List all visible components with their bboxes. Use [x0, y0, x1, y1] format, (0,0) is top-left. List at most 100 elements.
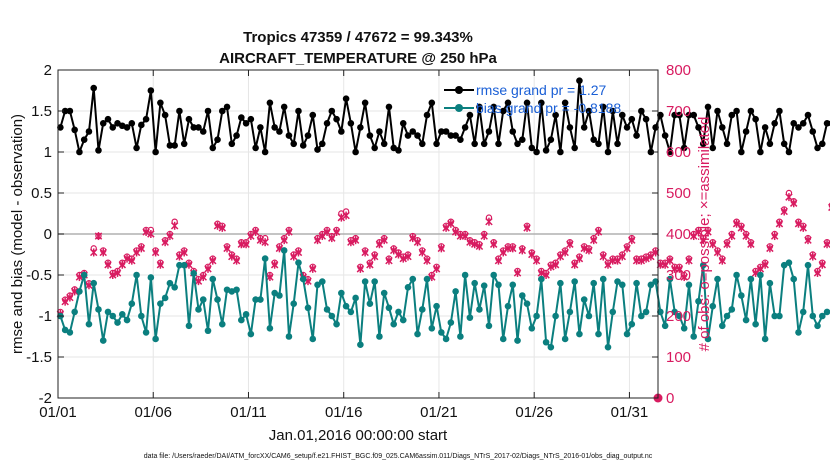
rmse-point: [790, 120, 798, 127]
bias-point: [109, 312, 117, 320]
obs-assimilated-point: [99, 248, 107, 257]
bias-point: [133, 271, 140, 279]
obs-assimilated-point: [642, 254, 650, 263]
obs-assimilated-point: [256, 236, 265, 245]
bias-point: [238, 316, 245, 324]
y-axis-right-label: # of obs: o=possible; ×=assimilated: [696, 117, 713, 352]
x-tick-label: 01/26: [515, 404, 553, 421]
obs-assimilated-point: [342, 211, 350, 220]
rmse-point: [323, 120, 331, 127]
bias-point: [76, 288, 83, 295]
chart-title-line2: AIRCRAFT_TEMPERATURE @ 250 hPa: [219, 50, 497, 67]
obs-assimilated-point: [385, 256, 393, 265]
rmse-point: [604, 148, 612, 156]
rmse-point: [85, 128, 93, 135]
obs-assimilated-point: [513, 268, 522, 277]
obs-assimilated-point: [761, 260, 769, 269]
rmse-point: [657, 111, 664, 119]
obs-assimilated-point: [242, 240, 250, 249]
bias-point: [404, 284, 412, 291]
bias-point: [252, 296, 259, 303]
rmse-point: [633, 132, 640, 139]
y-axis-right-ticks: 0 100 200 300 400 500 600 700 800: [652, 62, 691, 407]
rmse-point: [628, 115, 636, 123]
rmse-point: [438, 128, 445, 135]
bias-point: [823, 308, 830, 316]
rmse-point: [271, 124, 278, 131]
rmse-point: [318, 140, 326, 148]
bias-point: [261, 255, 269, 262]
obs-assimilated-point: [518, 246, 527, 255]
legend-bias-label: bias grand pr = -0.8188: [476, 100, 621, 116]
obs-assimilated-point: [399, 254, 407, 263]
bias-point: [161, 294, 169, 302]
rmse-point: [495, 140, 502, 148]
bias-point: [585, 312, 593, 320]
bias-point: [142, 329, 150, 336]
rmse-point: [823, 120, 830, 127]
bias-point: [695, 297, 702, 305]
bias-point: [399, 316, 407, 324]
rmse-point: [552, 111, 559, 119]
bias-point: [290, 300, 298, 308]
x-axis-ticks: 01/01 01/06 01/11 01/16 01/21 01/26 01/31: [39, 70, 648, 421]
bias-point: [480, 282, 488, 289]
bias-point: [609, 308, 617, 316]
bias-point: [357, 341, 364, 349]
rmse-point: [528, 144, 536, 152]
bias-point: [338, 289, 345, 297]
legend-bias-marker: [455, 104, 463, 112]
rmse-point: [204, 107, 212, 115]
obs-assimilated-point: [532, 256, 541, 265]
obs-assimilated-point: [804, 236, 812, 245]
bias-point: [723, 312, 731, 320]
rmse-point: [199, 128, 207, 135]
legend-rmse-label: rmse grand pr = 1.27: [476, 82, 607, 98]
bias-point: [566, 308, 574, 316]
obs-assimilated-point: [166, 232, 174, 241]
rmse-point: [742, 128, 750, 135]
y-left-tick-label: -0.5: [26, 267, 52, 284]
y-right-tick-label: 700: [666, 103, 691, 120]
obs-assimilated-point: [137, 244, 146, 253]
obs-assimilated-point: [356, 264, 365, 273]
bias-series: [57, 247, 830, 351]
bias-point: [395, 308, 402, 316]
obs-assimilated-point: [109, 271, 117, 279]
x-tick-label: 01/06: [134, 404, 172, 421]
rmse-point: [595, 140, 602, 148]
y-left-tick-label: -1: [39, 308, 52, 325]
obs-assimilated-point: [637, 256, 646, 265]
data-file-footnote: data file: /Users/raeder/DAI/ATM_forcXX/…: [144, 453, 653, 460]
rmse-point: [623, 124, 631, 131]
obs-assimilated-point: [823, 240, 830, 249]
obs-assimilated-point: [818, 260, 827, 269]
rmse-point: [471, 140, 478, 148]
bias-point: [704, 335, 712, 343]
rmse-point: [223, 103, 231, 111]
obs-assimilated-point: [199, 273, 207, 282]
rmse-point: [404, 132, 412, 139]
bias-point: [499, 335, 507, 343]
bias-point: [380, 289, 388, 297]
rmse-point: [309, 111, 317, 119]
bias-point: [804, 261, 812, 269]
rmse-point: [799, 120, 807, 127]
obs-assimilated-point: [618, 252, 627, 261]
rmse-point: [338, 128, 345, 135]
obs-assimilated-point: [680, 273, 688, 282]
rmse-point: [185, 115, 193, 123]
bias-point: [347, 308, 355, 316]
bias-point: [571, 278, 578, 285]
rmse-point: [57, 124, 64, 131]
bias-point: [333, 320, 340, 328]
rmse-point: [538, 99, 545, 107]
obs-assimilated-point: [270, 260, 279, 269]
obs-assimilated-point: [351, 236, 360, 245]
rmse-point: [366, 132, 374, 139]
bias-point: [661, 322, 669, 330]
obs-assimilated-point: [666, 256, 674, 265]
bias-point: [190, 270, 198, 277]
bias-point: [204, 327, 212, 335]
rmse-point: [290, 140, 298, 148]
